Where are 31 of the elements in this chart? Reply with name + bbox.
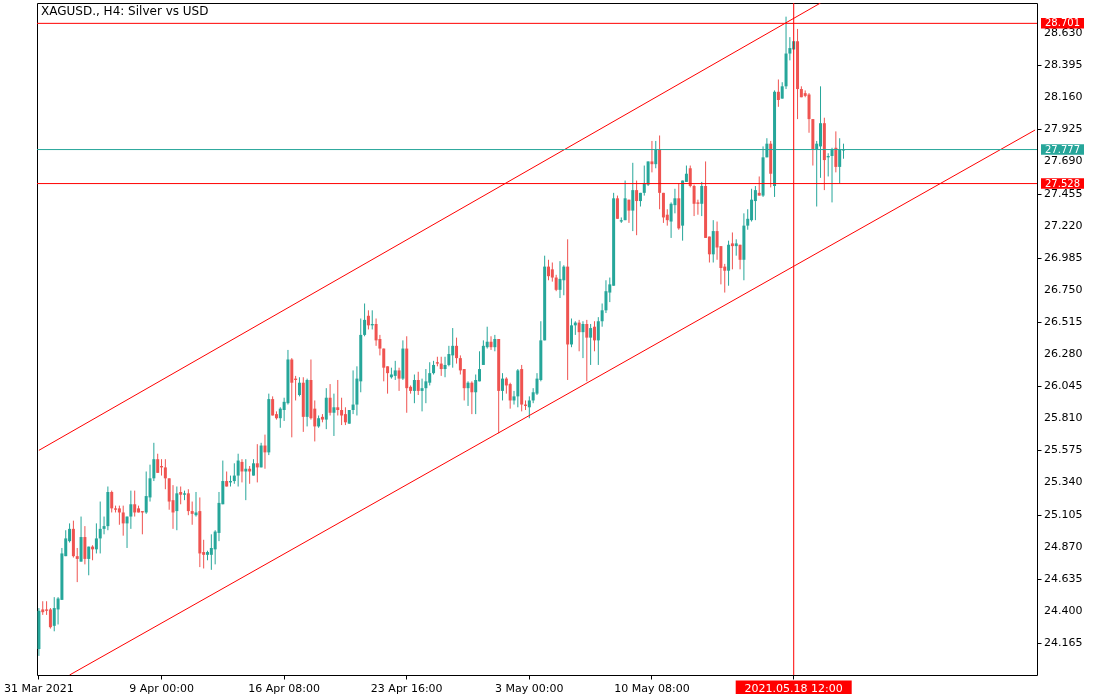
x-tick-label: 3 May 00:00: [495, 681, 564, 694]
x-tick-label: 2021.05.18 12:00: [744, 681, 843, 694]
y-tick-label: 26.750: [1044, 282, 1083, 296]
x-tick-label: 23 Apr 16:00: [370, 681, 443, 694]
y-tick-label: 25.105: [1044, 507, 1083, 521]
y-tick-label: 27.925: [1044, 122, 1083, 136]
x-tick-label: 31 Mar 2021: [4, 681, 74, 694]
y-tick-label: 26.280: [1044, 347, 1083, 361]
y-tick-label: 25.575: [1044, 443, 1083, 457]
y-tick-label: 27.220: [1044, 218, 1083, 232]
ref-line-label: 27.528: [1045, 177, 1080, 189]
y-tick-label: 28.160: [1044, 90, 1083, 104]
y-tick-label: 25.810: [1044, 411, 1083, 425]
chart-title: XAGUSD., H4: Silver vs USD: [41, 4, 209, 18]
y-tick-label: 28.630: [1044, 26, 1083, 40]
y-tick-label: 25.340: [1044, 475, 1083, 489]
y-tick-label: 24.635: [1044, 571, 1083, 585]
y-tick-label: 26.985: [1044, 250, 1083, 264]
x-tick-label: 10 May 08:00: [614, 681, 690, 694]
ref-line-label: 28.701: [1045, 17, 1080, 29]
y-tick-label: 24.400: [1044, 603, 1083, 617]
ref-line-label: 27.777: [1045, 143, 1080, 155]
y-tick-label: 27.455: [1044, 186, 1083, 200]
y-tick-label: 27.690: [1044, 154, 1083, 168]
y-tick-label: 28.395: [1044, 58, 1083, 72]
y-tick-label: 24.870: [1044, 539, 1083, 553]
y-tick-label: 26.515: [1044, 314, 1083, 328]
x-tick-label: 16 Apr 08:00: [248, 681, 320, 694]
y-tick-label: 24.165: [1044, 635, 1083, 649]
y-tick-label: 26.045: [1044, 379, 1083, 393]
x-tick-label: 9 Apr 00:00: [129, 681, 194, 694]
